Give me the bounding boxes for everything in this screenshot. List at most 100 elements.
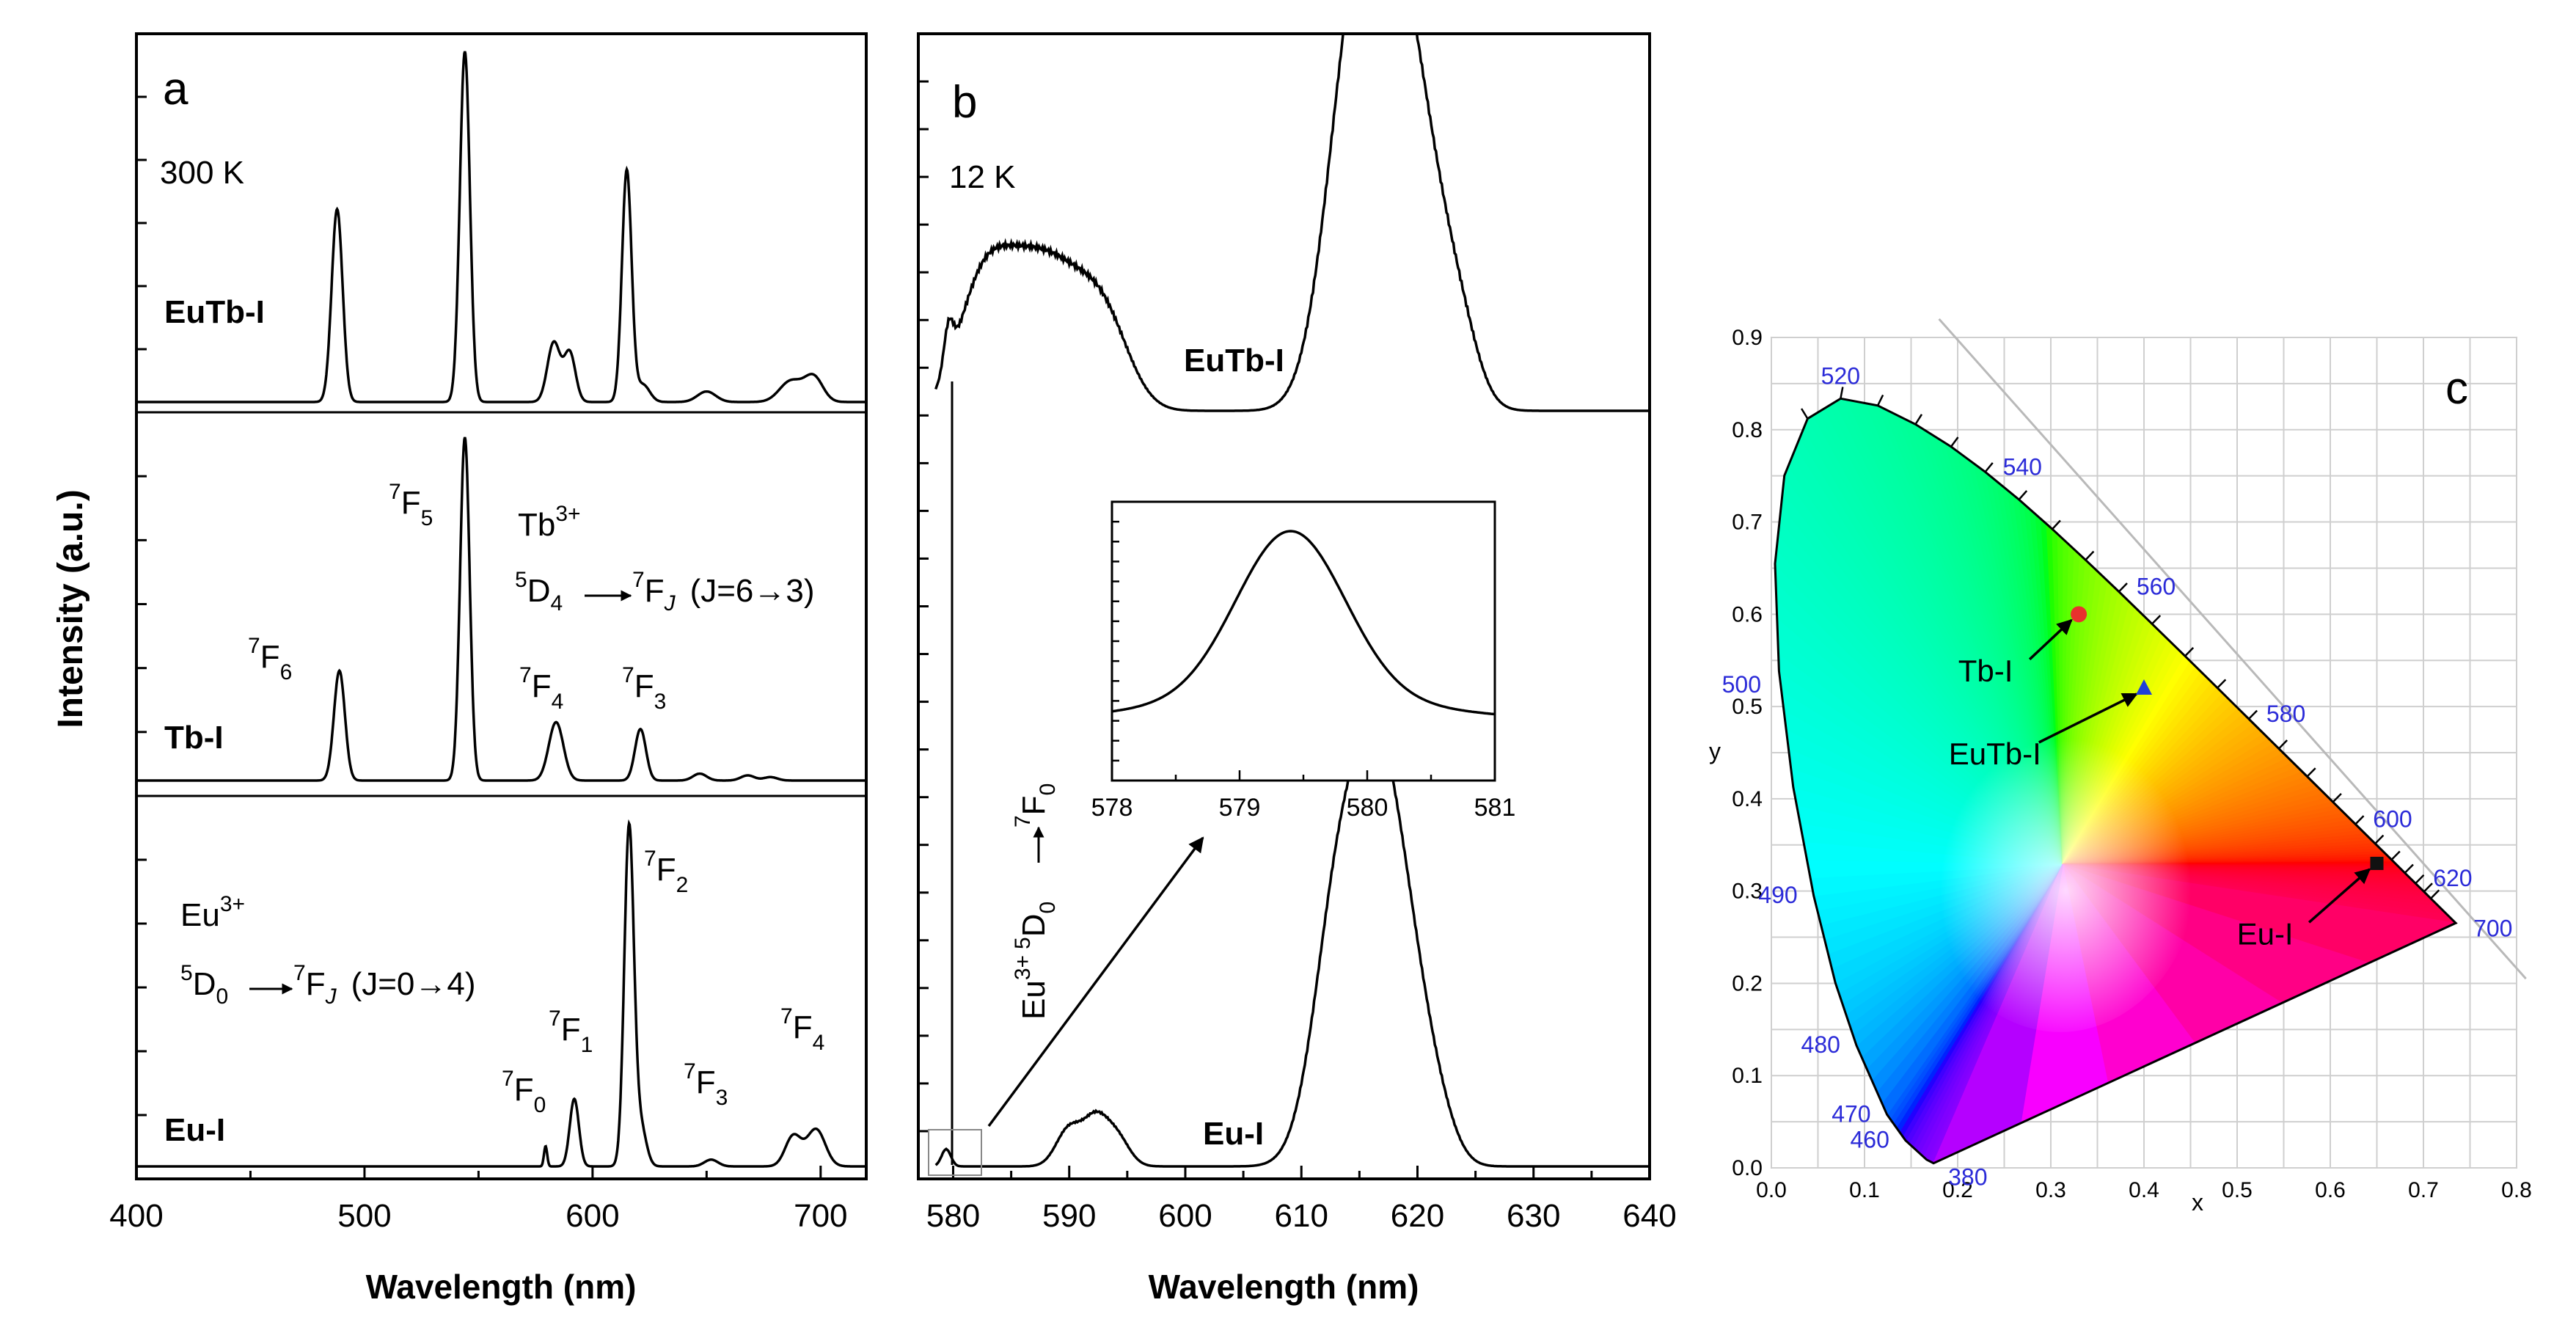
eu-ion-label: Eu3+ [180, 892, 245, 933]
wavelength-label-560: 560 [2137, 574, 2176, 600]
cie-x-tick-label: 0.6 [2315, 1178, 2346, 1202]
tb-7F3-label: 7F3 [622, 663, 666, 714]
locus-tick [2423, 883, 2433, 893]
locus-tick [2374, 834, 2385, 844]
point-marker-eutbi [2136, 679, 2152, 695]
point-arrow-eui [2308, 868, 2371, 924]
tb-ion-label: Tb3+ [518, 502, 581, 543]
eu-7F0-label: 7F0 [502, 1067, 546, 1117]
eu-7F3-label: 7F3 [684, 1059, 728, 1110]
panel-a-y-ticks [136, 95, 147, 1117]
locus-tick [2052, 519, 2061, 530]
spectrum-eu-12k [934, 717, 1649, 1168]
locus-tick [2217, 679, 2227, 689]
cie-x-tick-label: 0.8 [2501, 1178, 2532, 1202]
eu-7F1-label: 7F1 [549, 1006, 593, 1057]
svg-text:5D0: 5D0 [180, 961, 228, 1009]
spectrum-eu-300k [136, 819, 866, 1168]
x-tick-label: 610 [1275, 1198, 1328, 1234]
locus-tick [2430, 889, 2440, 899]
cie-x-tick-label: 0.4 [2129, 1178, 2159, 1202]
spectrum-tb-300k [136, 436, 866, 782]
cie-y-tick-label: 0.6 [1732, 602, 1763, 626]
zoom-box [928, 1129, 982, 1176]
x-axis-label-a: Wavelength (nm) [366, 1268, 637, 1306]
inset-axes: 578 579 580 581 [1091, 520, 1516, 822]
inset-eu-7F0-peak [1112, 530, 1495, 716]
panel-a: 400 500 600 700 Wavelength (nm) a 300 K EuT… [109, 32, 868, 1306]
locus-tick [1914, 414, 1923, 425]
x-tick-label: 500 [337, 1198, 391, 1234]
locus-tick [2390, 850, 2401, 860]
wavelength-label-520: 520 [1821, 362, 1860, 389]
svg-text:7F2: 7F2 [644, 847, 688, 897]
wavelength-label-490: 490 [1758, 882, 1797, 908]
locus-tick [2306, 767, 2316, 778]
cie-points: Tb-I EuTb-I Eu-I [1949, 606, 2384, 951]
wavelength-label-500: 500 [1722, 671, 1761, 698]
wavelength-label-540: 540 [2003, 453, 2042, 480]
spectral-locus [1774, 387, 2458, 1165]
svg-text:7F0: 7F0 [502, 1067, 546, 1117]
tb-transition-label: 5D4 7FJ (J=6→3) [515, 568, 815, 615]
panel-b-temp: 12 K [949, 159, 1016, 195]
series-label-eu-a: Eu-I [164, 1112, 225, 1148]
spectrum-eutb-300k [136, 51, 866, 403]
svg-text:7F3: 7F3 [684, 1059, 728, 1110]
y-axis-label: Intensity (a.u.) [51, 489, 90, 728]
point-arrow-tbi [2028, 618, 2073, 661]
inset-x-tick-label: 578 [1091, 794, 1133, 822]
inset-frame [1110, 500, 1496, 782]
panel-a-temp: 300 K [160, 155, 244, 191]
point-marker-tbi [2071, 606, 2087, 623]
x-tick-label: 590 [1042, 1198, 1096, 1234]
series-label-eutb-a: EuTb-I [164, 294, 265, 330]
cie-y-tick-label: 0.3 [1732, 880, 1763, 904]
svg-text:Tb3+: Tb3+ [518, 502, 581, 543]
wavelength-label-470: 470 [1832, 1100, 1870, 1127]
inset-transition-label: Eu3+5D0 7F0 [1011, 783, 1060, 1020]
panel-b: 580 590 600 610 620 630 640 Wavelength (nm) b … [917, 32, 1677, 1306]
svg-text:7F4: 7F4 [519, 663, 563, 714]
svg-text:7F0: 7F0 [1011, 783, 1060, 827]
locus-tick [1984, 462, 1994, 473]
point-marker-eui [2370, 856, 2384, 870]
panel-b-letter: b [952, 77, 977, 128]
cie-x-tick-label: 0.0 [1756, 1178, 1787, 1202]
eu-transition-label: 5D0 7FJ (J=0→4) [180, 961, 476, 1009]
cie-x-label: x [2192, 1189, 2203, 1216]
locus-tick [2151, 615, 2162, 625]
tb-7F4-label: 7F4 [519, 663, 563, 714]
x-tick-label: 600 [566, 1198, 619, 1234]
locus-tick [2085, 550, 2095, 561]
wavelength-label-460: 460 [1850, 1127, 1889, 1153]
series-label-eu-b: Eu-I [1203, 1116, 1264, 1152]
svg-text:7F4: 7F4 [780, 1004, 824, 1055]
inset-x-tick-label: 581 [1474, 794, 1516, 822]
wavelength-label-600: 600 [2373, 805, 2412, 832]
inset: 578 579 580 581 [1091, 500, 1516, 822]
cie-y-label: y [1709, 738, 1721, 764]
svg-text:7FJ(J=6→3): 7FJ (J=6→3) [632, 568, 815, 615]
svg-text:7F5: 7F5 [389, 480, 433, 530]
locus-tick [2332, 793, 2342, 803]
panel-a-x-axis: 400 500 600 700 [109, 1166, 848, 1234]
point-label-tbi: Tb-I [1958, 654, 2013, 688]
locus-tick [1950, 436, 1959, 447]
locus-tick [2184, 647, 2195, 657]
panel-b-y-ticks [918, 80, 929, 1133]
eu-7F2-label: 7F2 [644, 847, 688, 897]
svg-text:7F1: 7F1 [549, 1006, 593, 1057]
series-label-tb-a: Tb-I [164, 720, 224, 756]
cie-x-tick-label: 0.3 [2035, 1178, 2066, 1202]
cie-x-tick-label: 0.2 [1942, 1178, 1973, 1202]
reference-line [1938, 318, 2527, 980]
panel-c-letter: c [2445, 363, 2468, 414]
panel-c: 0.0 0.1 0.2 0.3 0.4 0.5 0.6 0.7 0.8 0.0 0.1 0.2 0.3 0… [1709, 318, 2532, 1216]
panel-a-letter: a [163, 64, 189, 114]
cie-y-tick-label: 0.5 [1732, 695, 1763, 719]
cie-y-tick-label: 0.2 [1732, 971, 1763, 995]
cie-y-tick-label: 0.7 [1732, 511, 1763, 535]
